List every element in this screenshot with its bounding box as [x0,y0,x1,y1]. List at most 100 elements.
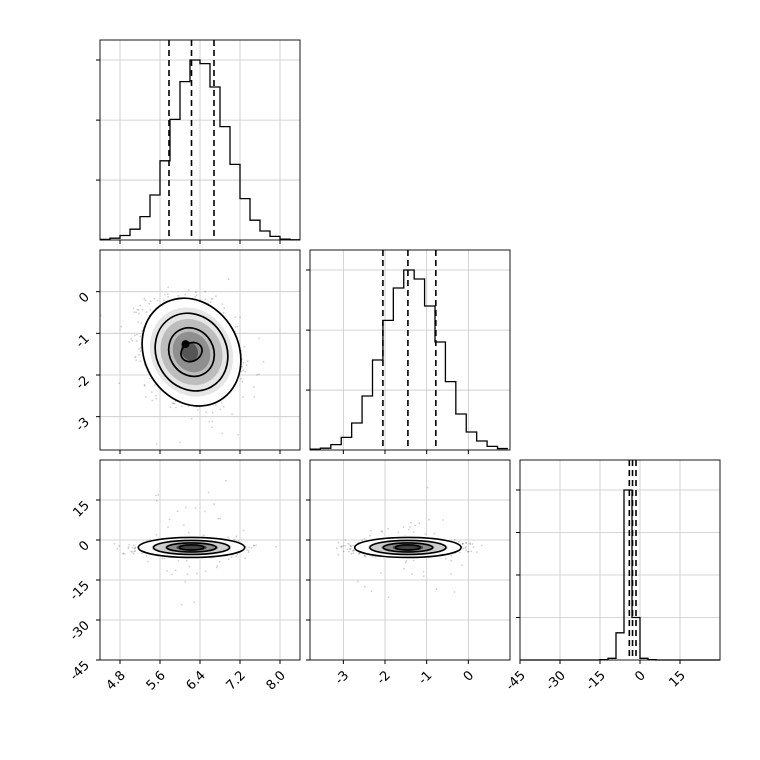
scatter-point [140,322,143,325]
scatter-point [131,546,134,549]
scatter-point [404,561,407,564]
scatter-point [237,434,240,436]
scatter-point [240,370,243,373]
scatter-point [174,569,177,572]
scatter-point [476,551,478,553]
scatter-point [369,534,371,537]
scatter-point [215,295,217,298]
scatter-point [221,303,224,305]
scatter-point [258,337,260,340]
scatter-point [155,534,158,536]
scatter-point [141,308,144,311]
scatter-point [347,550,350,553]
scatter-point [184,580,187,583]
scatter-point [461,564,463,566]
scatter-point [358,552,360,555]
scatter-point [380,530,383,533]
scatter-point [342,550,345,553]
scatter-point [241,365,244,368]
scatter-point [116,547,119,550]
scatter-point [132,552,135,555]
scatter-point [262,360,265,363]
contour-line [369,539,447,556]
scatter-point [154,384,156,387]
scatter-point [195,291,197,294]
scatter-point [182,524,185,527]
density-peak [181,340,190,349]
scatter-point [202,534,205,537]
scatter-point [459,551,461,554]
scatter-point [233,538,236,541]
scatter-point [444,557,447,560]
scatter-point [209,301,212,304]
scatter-point [381,530,384,533]
scatter-point [177,294,180,297]
scatter-point [168,518,171,521]
scatter-point [186,573,189,576]
scatter-point [132,307,135,310]
scatter-point [239,316,242,319]
scatter-point [195,572,198,575]
scatter-point [135,311,137,313]
scatter-point [134,546,137,548]
scatter-point [253,396,256,398]
scatter-point [148,302,151,305]
scatter-point [461,542,464,545]
scatter-point [185,559,188,562]
scatter-point [246,360,249,363]
scatter-point [180,405,183,408]
scatter-point [242,361,245,364]
panel-frame-11 [309,249,511,451]
scatter-point [422,575,425,577]
scatter-point [136,308,139,311]
contour-line [154,312,229,392]
scatter-point [471,543,474,545]
contour-line [166,542,218,553]
scatter-point [167,526,169,529]
scatter-point [361,539,364,542]
scatter-point [155,443,158,445]
scatter-point [352,549,355,552]
scatter-point [128,543,131,546]
scatter-point [235,555,238,558]
scatter-point [275,545,277,548]
scatter-point [363,554,366,557]
scatter-point [155,500,158,502]
scatter-point [409,526,411,528]
scatter-point [428,518,430,521]
scatter-point [418,522,421,525]
scatter-point [472,546,475,548]
contour-line [382,542,434,553]
scatter-point [211,411,214,414]
scatter-point [387,596,390,599]
scatter-point [352,552,355,555]
scatter-point [219,408,222,411]
scatter-point [194,296,197,298]
scatter-point [223,307,226,310]
scatter-point [242,529,245,532]
scatter-point [122,552,124,555]
scatter-point [164,293,166,296]
scatter-point [353,549,355,552]
scatter-point [348,548,351,551]
scatter-point [349,544,351,546]
scatter-point [217,517,220,520]
scatter-point [155,394,158,397]
scatter-point [187,531,190,534]
scatter-point [138,312,140,315]
contour-line [353,536,462,559]
scatter-point [450,554,453,557]
scatter-point [124,553,126,555]
scatter-point [161,557,164,560]
scatter-point [113,542,116,545]
scatter-point [153,297,156,300]
scatter-point [205,411,208,414]
scatter-point [143,383,146,386]
scatter-point [442,519,444,521]
scatter-point [412,531,415,534]
scatter-point [346,548,349,550]
scatter-point [151,399,154,402]
scatter-point [118,382,121,384]
scatter-point [204,290,207,293]
scatter-point [350,552,353,555]
